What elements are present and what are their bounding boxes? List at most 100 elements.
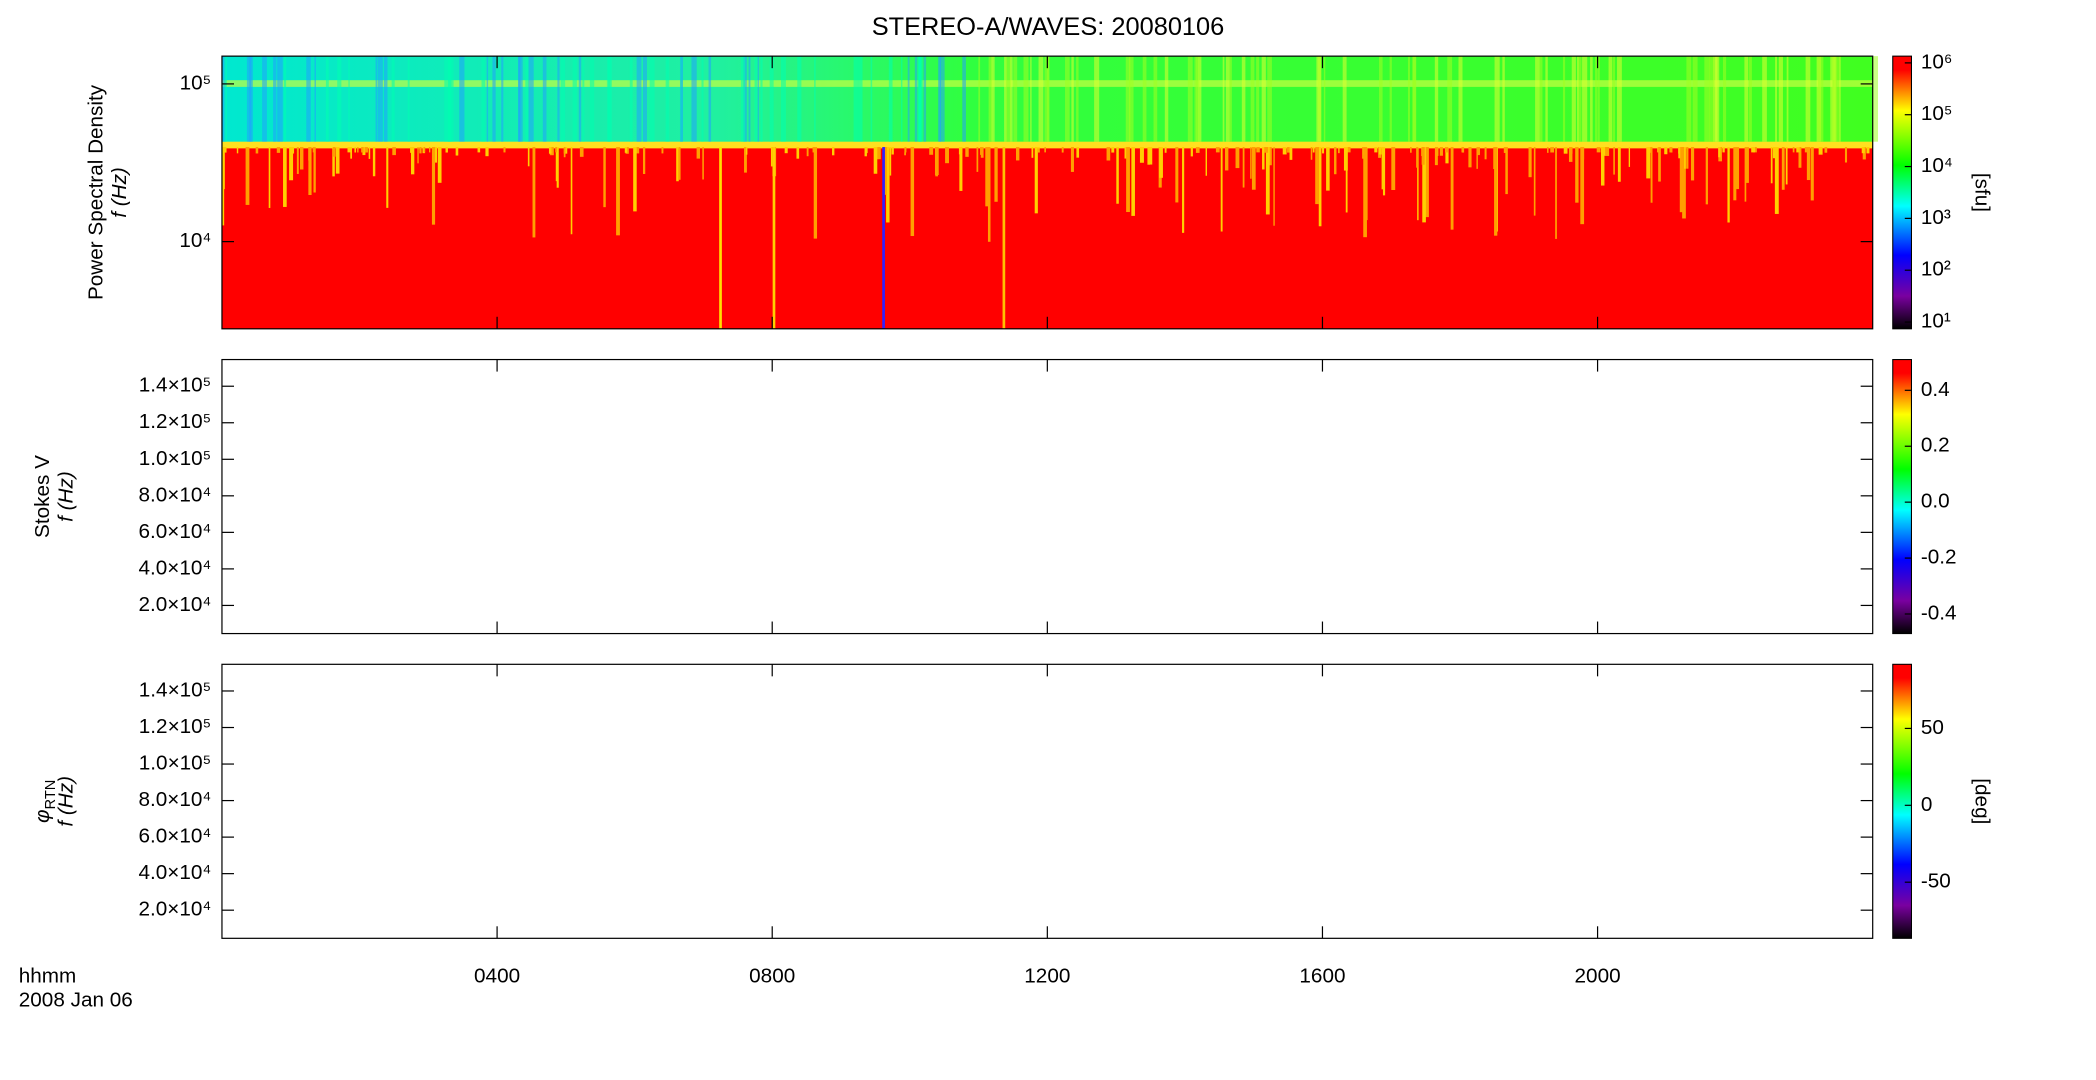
spectrogram-texture bbox=[572, 56, 577, 142]
spectrogram-texture bbox=[245, 147, 248, 169]
spectrogram-texture bbox=[332, 147, 335, 177]
spectrogram-texture bbox=[296, 147, 299, 174]
spectrogram-texture bbox=[1806, 147, 1811, 181]
spectrogram-texture bbox=[1445, 147, 1449, 164]
spectrogram-texture bbox=[361, 147, 364, 153]
spectrogram-texture bbox=[503, 147, 506, 153]
spectrogram-texture bbox=[1818, 56, 1824, 142]
spectrogram-texture bbox=[1094, 56, 1100, 142]
spectrogram-texture bbox=[797, 56, 802, 142]
spectrogram-texture bbox=[1421, 147, 1425, 165]
spectrogram-texture bbox=[1745, 147, 1749, 183]
spectrogram-texture bbox=[1070, 147, 1074, 172]
spectrogram-texture bbox=[1265, 147, 1270, 215]
spectrogram-texture bbox=[1576, 56, 1579, 142]
colorbar-tick-label: 0.2 bbox=[1921, 434, 1950, 457]
spectrogram-texture bbox=[1241, 56, 1246, 142]
spectrogram-texture bbox=[445, 147, 448, 153]
y-tick-label: 8.0×10⁴ bbox=[138, 483, 211, 506]
colorbar-tick-label: 10⁶ bbox=[1921, 50, 1953, 73]
x-axis-label: hhmm bbox=[19, 965, 77, 988]
colorbar-tick-label: -0.4 bbox=[1921, 601, 1957, 624]
spectrogram-texture bbox=[1323, 56, 1326, 142]
spectrogram-texture bbox=[1770, 147, 1773, 184]
spectrogram-texture bbox=[1264, 147, 1269, 153]
spectrogram-texture bbox=[832, 147, 835, 156]
spectrogram-texture bbox=[570, 147, 573, 235]
spectrogram-texture bbox=[980, 147, 984, 158]
spectrogram-texture bbox=[1131, 147, 1135, 216]
spectrogram-texture bbox=[582, 56, 585, 142]
spectrogram-texture bbox=[1004, 56, 1007, 142]
spectrogram-texture bbox=[362, 147, 366, 156]
spectrogram-texture bbox=[1562, 56, 1566, 142]
spectrogram-texture bbox=[557, 56, 560, 142]
spectrogram-texture bbox=[1282, 147, 1287, 155]
spectrogram-texture bbox=[1410, 147, 1412, 153]
spectrogram-texture bbox=[1650, 147, 1653, 203]
spectrogram-texture bbox=[882, 147, 885, 329]
spectrogram-texture bbox=[945, 147, 949, 164]
spectrogram-texture bbox=[1343, 147, 1348, 171]
spectrogram-texture bbox=[335, 147, 340, 174]
spectrogram-texture bbox=[1578, 56, 1582, 142]
spectrogram-texture bbox=[386, 147, 389, 208]
spectrogram-texture bbox=[994, 147, 998, 202]
spectrogram-texture bbox=[1601, 147, 1605, 186]
spectrogram-texture bbox=[1502, 56, 1505, 142]
spectrogram-texture bbox=[245, 147, 250, 205]
spectrogram-texture bbox=[278, 56, 283, 142]
spectrogram-texture bbox=[527, 147, 530, 167]
spectrogram-texture bbox=[1733, 147, 1737, 201]
colorbar-tick-label: 10⁵ bbox=[1921, 102, 1953, 125]
spectrogram-texture bbox=[364, 147, 368, 153]
spectrogram-texture bbox=[1603, 147, 1606, 156]
spectrogram-texture bbox=[857, 56, 863, 142]
spectrogram-texture bbox=[814, 56, 816, 142]
y-tick-label: 10⁵ bbox=[180, 71, 212, 94]
spectrogram-texture bbox=[1310, 147, 1313, 160]
spectrogram-texture bbox=[1555, 147, 1557, 239]
spectrogram-low-band bbox=[221, 148, 1873, 329]
spectrogram-texture bbox=[1748, 56, 1752, 142]
spectrogram-texture bbox=[1225, 56, 1230, 142]
spectrogram-texture bbox=[1844, 147, 1848, 163]
spectrogram-texture bbox=[1434, 56, 1439, 142]
spectrogram-texture bbox=[1378, 147, 1382, 155]
y-axis-label: Stokes V bbox=[32, 455, 55, 538]
spectrogram-texture bbox=[1382, 147, 1386, 196]
spectrogram-texture bbox=[486, 56, 489, 142]
y-axis-label: f (Hz) bbox=[54, 776, 77, 827]
spectrogram-texture bbox=[1727, 147, 1730, 223]
spectrogram-texture bbox=[769, 56, 774, 142]
spectrogram-texture bbox=[1810, 147, 1814, 201]
spectrogram-texture bbox=[1023, 56, 1029, 142]
spectrogram-texture bbox=[701, 56, 704, 142]
spectrogram-texture bbox=[708, 56, 712, 142]
spectrogram-texture bbox=[1582, 56, 1588, 142]
spectrogram-texture bbox=[900, 56, 903, 142]
spectrogram-texture bbox=[1563, 147, 1568, 154]
spectrogram-texture bbox=[1005, 56, 1011, 142]
x-tick-label: 1200 bbox=[1024, 965, 1070, 988]
spectrogram-texture bbox=[740, 56, 746, 142]
spectrogram-texture bbox=[308, 147, 312, 195]
y-tick-label: 1.4×10⁵ bbox=[139, 678, 211, 701]
spectrogram-texture bbox=[1338, 147, 1340, 154]
spectrogram-texture bbox=[806, 147, 809, 157]
spectrogram-texture bbox=[518, 56, 523, 142]
y-tick-label: 10⁴ bbox=[179, 229, 211, 252]
spectrogram-texture bbox=[744, 147, 747, 173]
spectrogram-texture bbox=[1391, 147, 1396, 190]
spectrogram-texture bbox=[1781, 147, 1785, 190]
spectrogram-texture bbox=[1374, 147, 1378, 153]
spectrogram-texture bbox=[337, 56, 342, 142]
spectrogram-texture bbox=[1617, 147, 1621, 182]
spectrogram-texture bbox=[1547, 147, 1549, 153]
spectrogram-texture bbox=[1580, 147, 1585, 160]
spectrogram-texture bbox=[1345, 147, 1348, 213]
y-tick-label: 1.2×10⁵ bbox=[139, 410, 211, 433]
colorbar bbox=[1892, 663, 1913, 939]
